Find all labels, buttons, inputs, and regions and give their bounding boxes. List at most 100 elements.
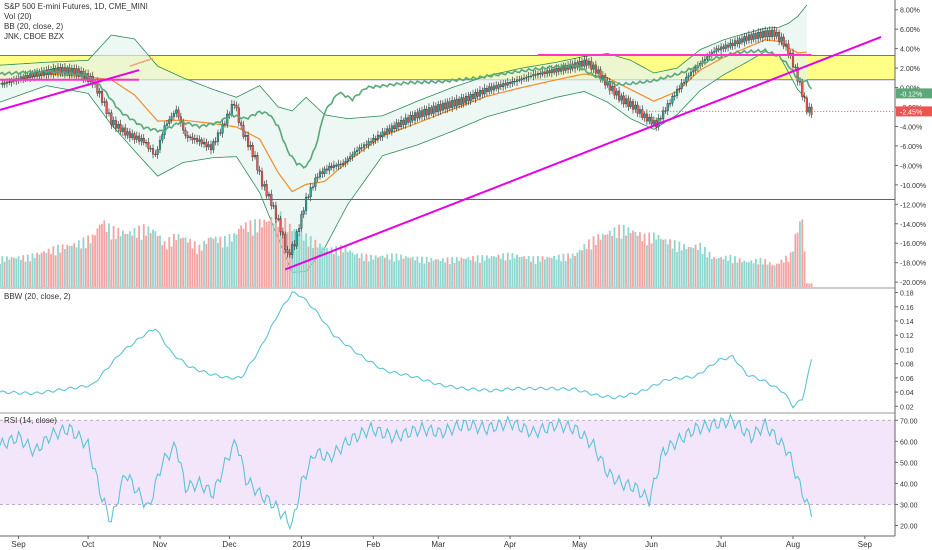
volume-bar [583, 244, 586, 287]
volume-bar [430, 257, 433, 287]
candle-body [263, 184, 266, 187]
candle-body [553, 69, 556, 73]
volume-bar [752, 263, 755, 287]
candle-body [328, 165, 331, 171]
candle-body [754, 33, 757, 39]
candle-body [133, 133, 136, 140]
candle-body [302, 210, 305, 215]
volume-bar [620, 238, 623, 287]
candle-body [423, 109, 426, 117]
candle-body [249, 145, 252, 147]
volume-bar [648, 232, 651, 287]
volume-bar [666, 244, 669, 287]
volume-bar [778, 263, 780, 287]
volume-bar [673, 240, 676, 287]
candle-body [265, 184, 268, 197]
bbw-tick-label: 0.16 [900, 305, 914, 312]
volume-bar [70, 245, 73, 287]
candle-body [773, 29, 776, 37]
candle-body [502, 83, 505, 88]
candle-body [390, 125, 393, 132]
volume-bar [182, 237, 185, 287]
volume-bar [54, 255, 57, 287]
volume-bar [625, 235, 627, 287]
volume-bar [437, 259, 440, 287]
volume-bar [534, 263, 537, 287]
candle-body [645, 113, 648, 122]
volume-bar [567, 253, 569, 287]
bbw-panel [0, 291, 813, 409]
volume-bar [694, 244, 697, 287]
volume-bar [24, 261, 27, 287]
volume-bar [581, 250, 583, 287]
candle-body [453, 100, 456, 107]
candle-body [235, 104, 238, 109]
volume-bar [525, 259, 528, 287]
candle-body [105, 101, 108, 114]
volume-bar [98, 224, 101, 287]
candle-body [272, 205, 275, 207]
volume-bar [312, 248, 314, 287]
candle-body [3, 83, 6, 85]
volume-bar [810, 283, 813, 287]
volume-bar [38, 254, 41, 287]
volume-bar [562, 253, 565, 287]
price-tick-label: 8.00% [900, 8, 920, 15]
volume-bar [263, 219, 266, 287]
volume-bar [360, 253, 363, 287]
candle-body [717, 48, 720, 51]
price-tick-label: -12.00% [900, 202, 926, 209]
candle-body [202, 141, 206, 145]
candle-body [478, 90, 482, 97]
volume-bar [411, 256, 414, 287]
volume-bar [794, 234, 797, 287]
candle-body [587, 60, 590, 66]
volume-bar [462, 258, 465, 287]
volume-bar [574, 255, 576, 287]
volume-bar [757, 264, 760, 287]
volume-bar [367, 261, 370, 287]
candle-body [400, 120, 403, 127]
volume-bar [363, 260, 365, 287]
price-last-label: -2.45% [900, 109, 922, 116]
price-tick-label: -18.00% [900, 261, 926, 268]
volume-bar [764, 259, 767, 287]
volume-bar [94, 235, 96, 287]
candle-body [539, 73, 542, 75]
volume-bar [40, 252, 43, 287]
candle-body [305, 196, 308, 211]
volume-bar [219, 236, 222, 287]
candle-body [330, 165, 333, 168]
volume-bar [117, 227, 120, 287]
candle-body [529, 75, 533, 77]
volume-bar [745, 262, 748, 287]
volume-bar [198, 244, 201, 287]
volume-bar [796, 232, 799, 287]
volume-bar [319, 243, 321, 287]
candle-body [186, 135, 189, 138]
volume-bar [281, 231, 284, 287]
rsi-tick-label: 70.00 [900, 418, 918, 425]
candle-body [254, 155, 257, 158]
volume-bar [448, 264, 451, 287]
volume-bar [504, 260, 507, 287]
volume-bar [191, 248, 194, 287]
volume-bar [618, 224, 620, 287]
volume-bar [622, 224, 625, 287]
x-tick-label: Apr [504, 540, 517, 549]
candle-body [808, 106, 811, 113]
volume-bar [564, 260, 567, 287]
candle-body [678, 88, 681, 90]
volume-bar [720, 257, 723, 287]
volume-bar [789, 252, 792, 287]
candle-body [492, 85, 495, 91]
volume-bar [643, 233, 646, 287]
candle-body [63, 67, 66, 75]
volume-bar [166, 249, 168, 287]
candle-body [70, 68, 73, 75]
volume-bar [805, 283, 808, 287]
candle-body [293, 244, 296, 247]
rsi-tick-label: 50.00 [900, 460, 918, 467]
candle-body [525, 77, 528, 79]
volume-bar [532, 256, 535, 287]
